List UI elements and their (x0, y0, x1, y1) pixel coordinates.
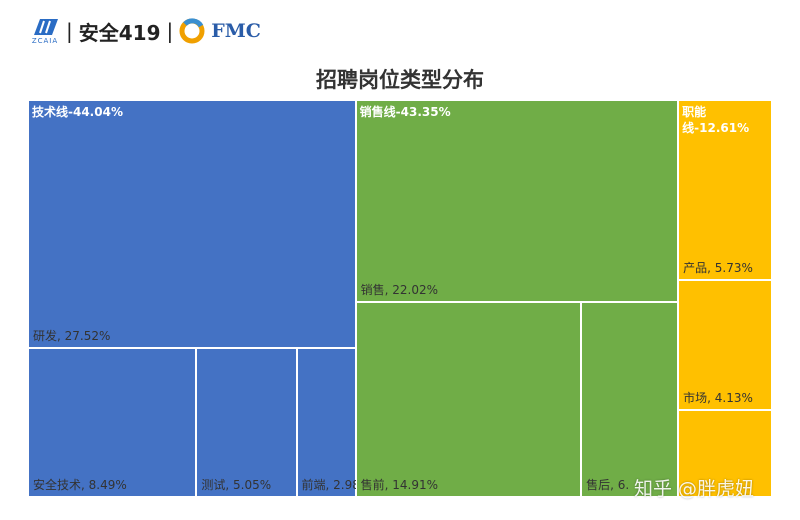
brand: 安全419 (78, 20, 161, 45)
treemap-cell: 研发, 27.52% (28, 100, 356, 349)
header: ZCAIA | 安全419 | FMC (30, 14, 261, 48)
treemap: 研发, 27.52% 安全技术, 8.49% 测试, 5.05% 前端, 2.98% 技… (28, 100, 772, 497)
cell-label: 售前, 14.91% (360, 477, 439, 492)
treemap-cell: 销售, 22.02% (355, 100, 679, 302)
treemap-cell: 测试, 5.05% (196, 348, 297, 497)
treemap-cell (678, 410, 772, 497)
watermark: 知乎 @胖虎妞 (634, 478, 755, 500)
group: 产品, 5.73% 市场, 4.13% 职能线-12.61% (678, 100, 772, 497)
cell-label: 安全技术, 8.49% (33, 477, 127, 492)
treemap-cell: 产品, 5.73% (678, 100, 772, 281)
group: 研发, 27.52% 安全技术, 8.49% 测试, 5.05% 前端, 2.98% 技… (28, 100, 371, 497)
treemap-cell: 前端, 2.98% (296, 348, 371, 497)
cell-label: 研发, 27.52% (33, 329, 111, 344)
cell-label: 测试, 5.05% (201, 477, 272, 492)
treemap-cell: 市场, 4.13% (678, 280, 772, 411)
logo-sub: ZCAIA (31, 37, 59, 45)
cell-label: 市场, 4.13% (683, 391, 753, 406)
treemap-cell: 售后, 6. (581, 301, 679, 497)
logo: ZCAIA (30, 17, 60, 45)
partner: FMC (211, 20, 261, 42)
cell-label: 销售, 22.02% (360, 282, 439, 297)
treemap-cell: 安全技术, 8.49% (28, 348, 197, 497)
treemap-cell: 售前, 14.91% (355, 301, 582, 497)
group-label: 销售线-43.35% (359, 105, 451, 119)
group-label: 职能线-12.61% (682, 105, 750, 135)
group: 销售, 22.02% 售前, 14.91% 售后, 6. 销售线-43.35% (355, 100, 679, 497)
partner-icon (179, 18, 205, 44)
cell-label: 售后, 6. (586, 477, 630, 492)
chart-title: 招聘岗位类型分布 (316, 68, 484, 92)
cell-label: 产品, 5.73% (683, 261, 753, 276)
logo-icon (34, 19, 58, 35)
cell-label: 前端, 2.98% (301, 477, 372, 492)
group-label: 技术线-44.04% (32, 105, 123, 119)
